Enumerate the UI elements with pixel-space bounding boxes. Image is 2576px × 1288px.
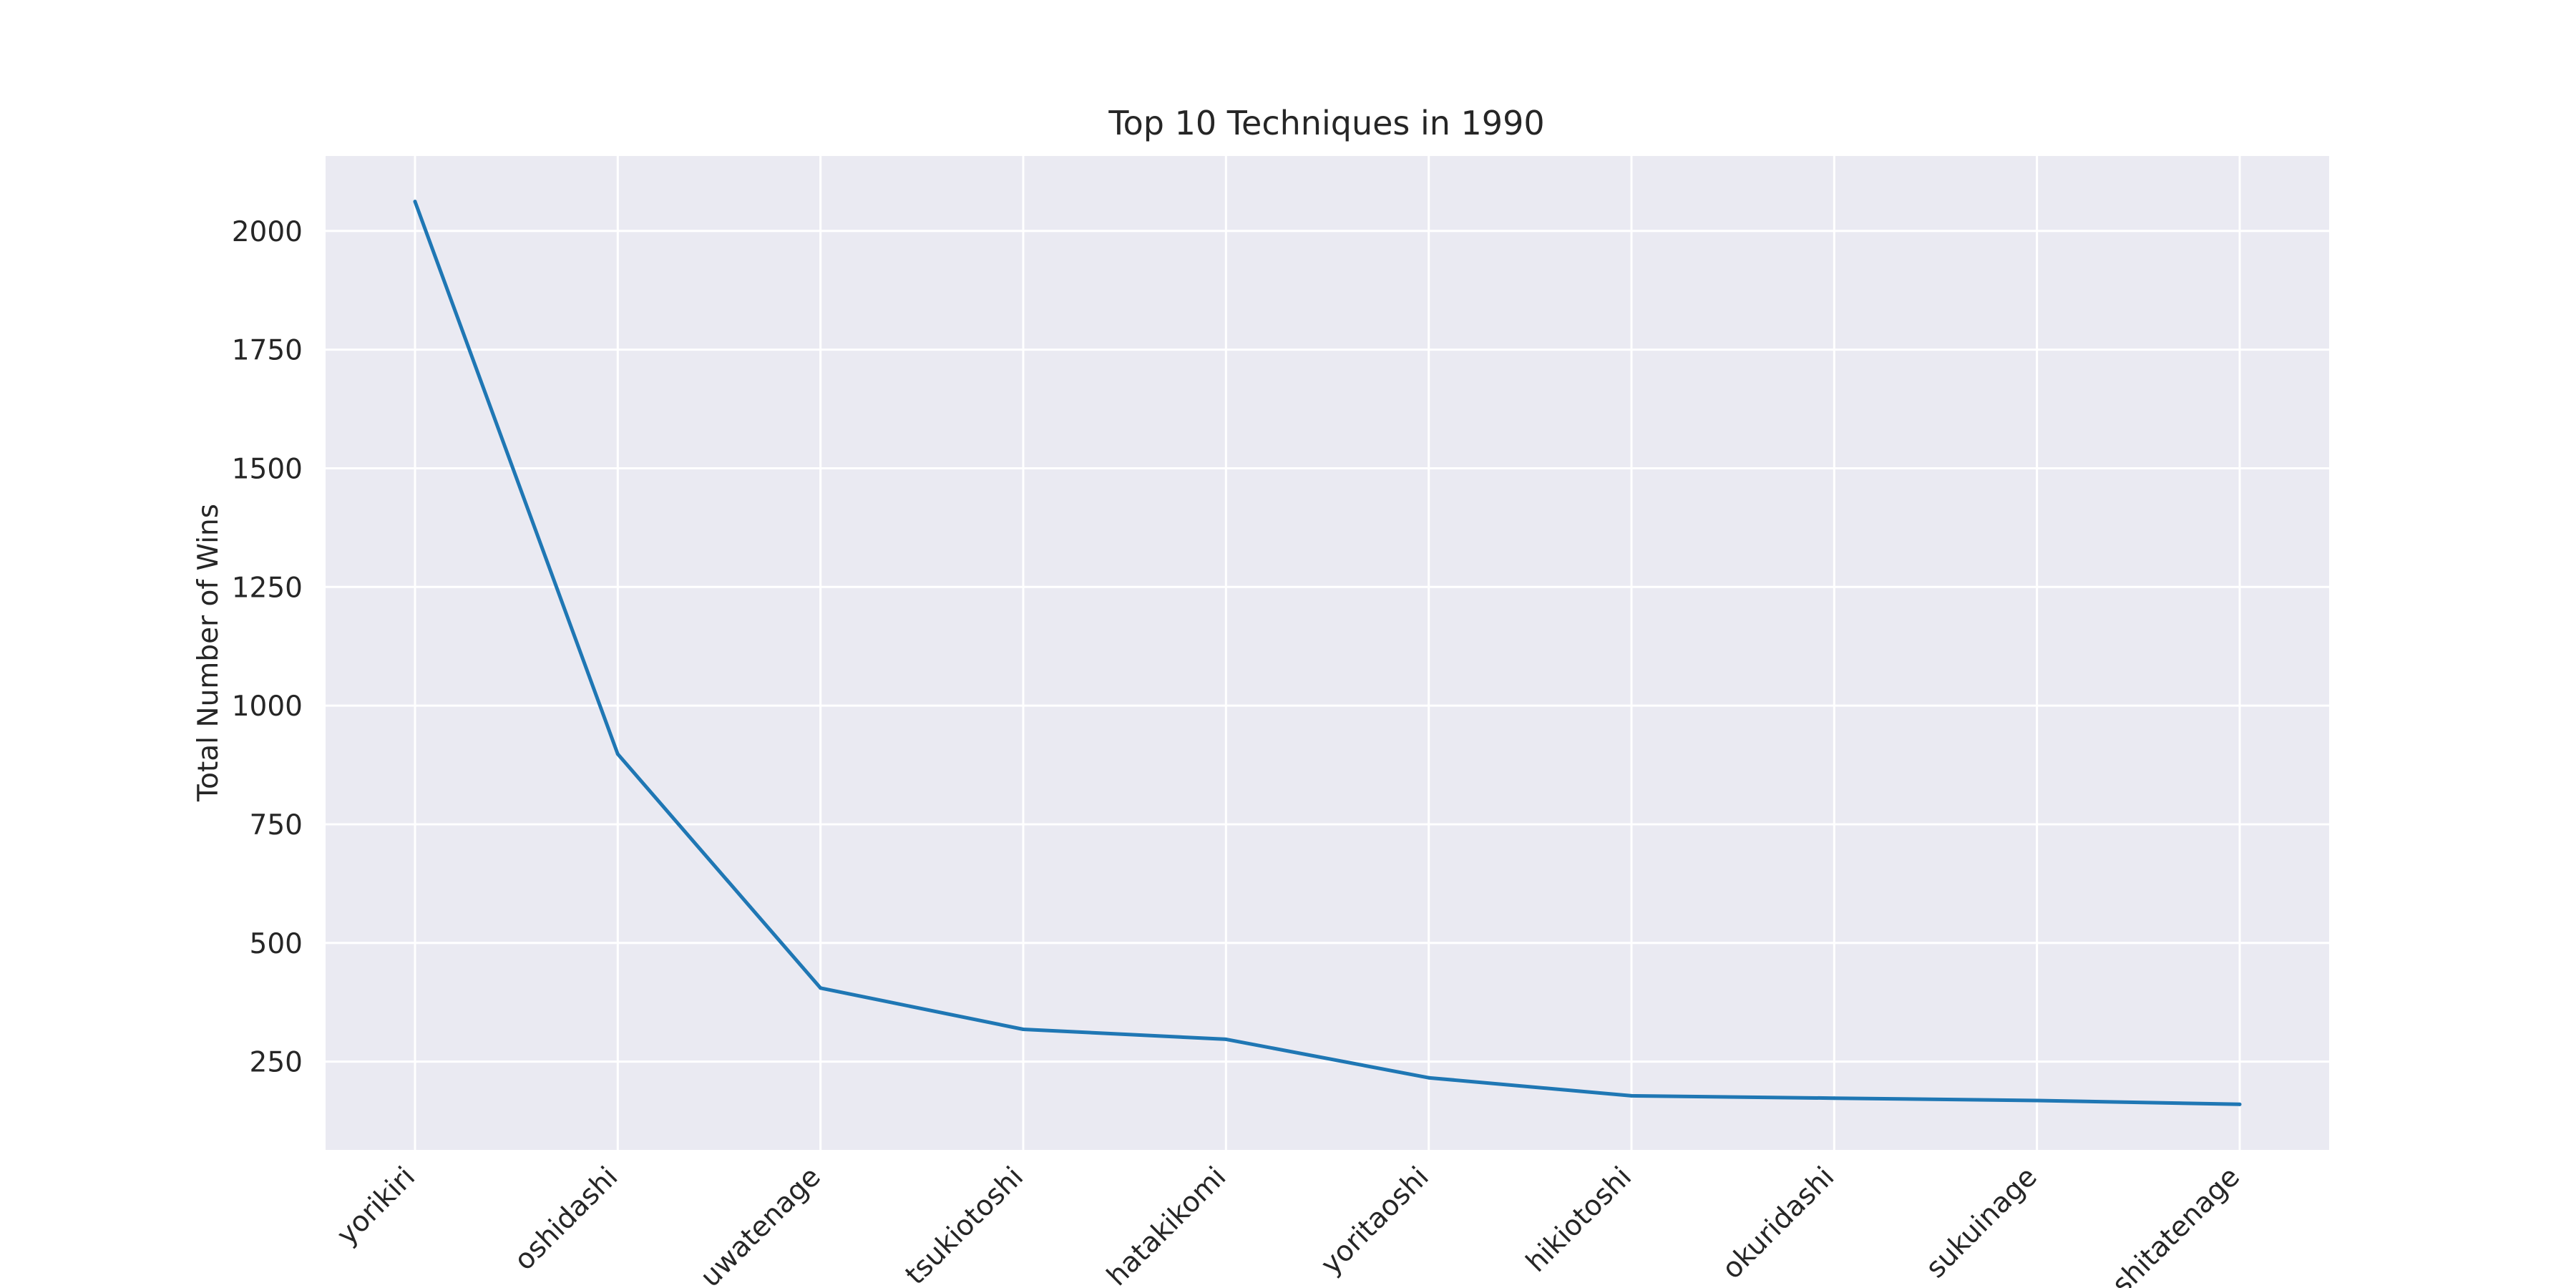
y-tick-label: 2000 [232,216,303,248]
series-line [413,200,2242,1106]
data-point [1629,1093,1634,1098]
x-tick-label: shitatenage [2106,1161,2246,1288]
y-tick-label: 1750 [232,335,303,367]
data-point [2035,1098,2039,1103]
x-tick-label: tsukiotoshi [899,1161,1030,1288]
y-axis-title: Total Number of Wins [192,504,225,802]
data-point [615,752,620,756]
x-tick-label: yorikiri [331,1161,421,1252]
x-tick-label: uwatenage [694,1161,826,1288]
y-tick-label: 1000 [232,691,303,723]
x-tick-label: hatakikomi [1101,1161,1232,1288]
chart-title: Top 10 Techniques in 1990 [1108,104,1544,142]
y-tick-label: 1250 [232,572,303,604]
data-point [2238,1102,2242,1106]
y-tick-label: 1500 [232,453,303,485]
data-point [1427,1075,1431,1080]
plot-area [326,156,2329,1150]
x-tick-label: sukuinage [1920,1161,2044,1284]
data-point [1021,1028,1025,1032]
y-tick-label: 750 [250,809,303,841]
data-point [1832,1096,1836,1101]
data-point [819,986,823,990]
x-tick-label: oshidashi [508,1161,624,1277]
x-tick-label: hikiotoshi [1520,1161,1638,1279]
data-point [1224,1037,1228,1041]
y-tick-label: 250 [250,1047,303,1079]
x-tick-label: okuridashi [1716,1161,1840,1285]
data-point [413,200,417,204]
x-tick-label: yoritaoshi [1315,1161,1435,1281]
y-tick-label: 500 [250,928,303,960]
